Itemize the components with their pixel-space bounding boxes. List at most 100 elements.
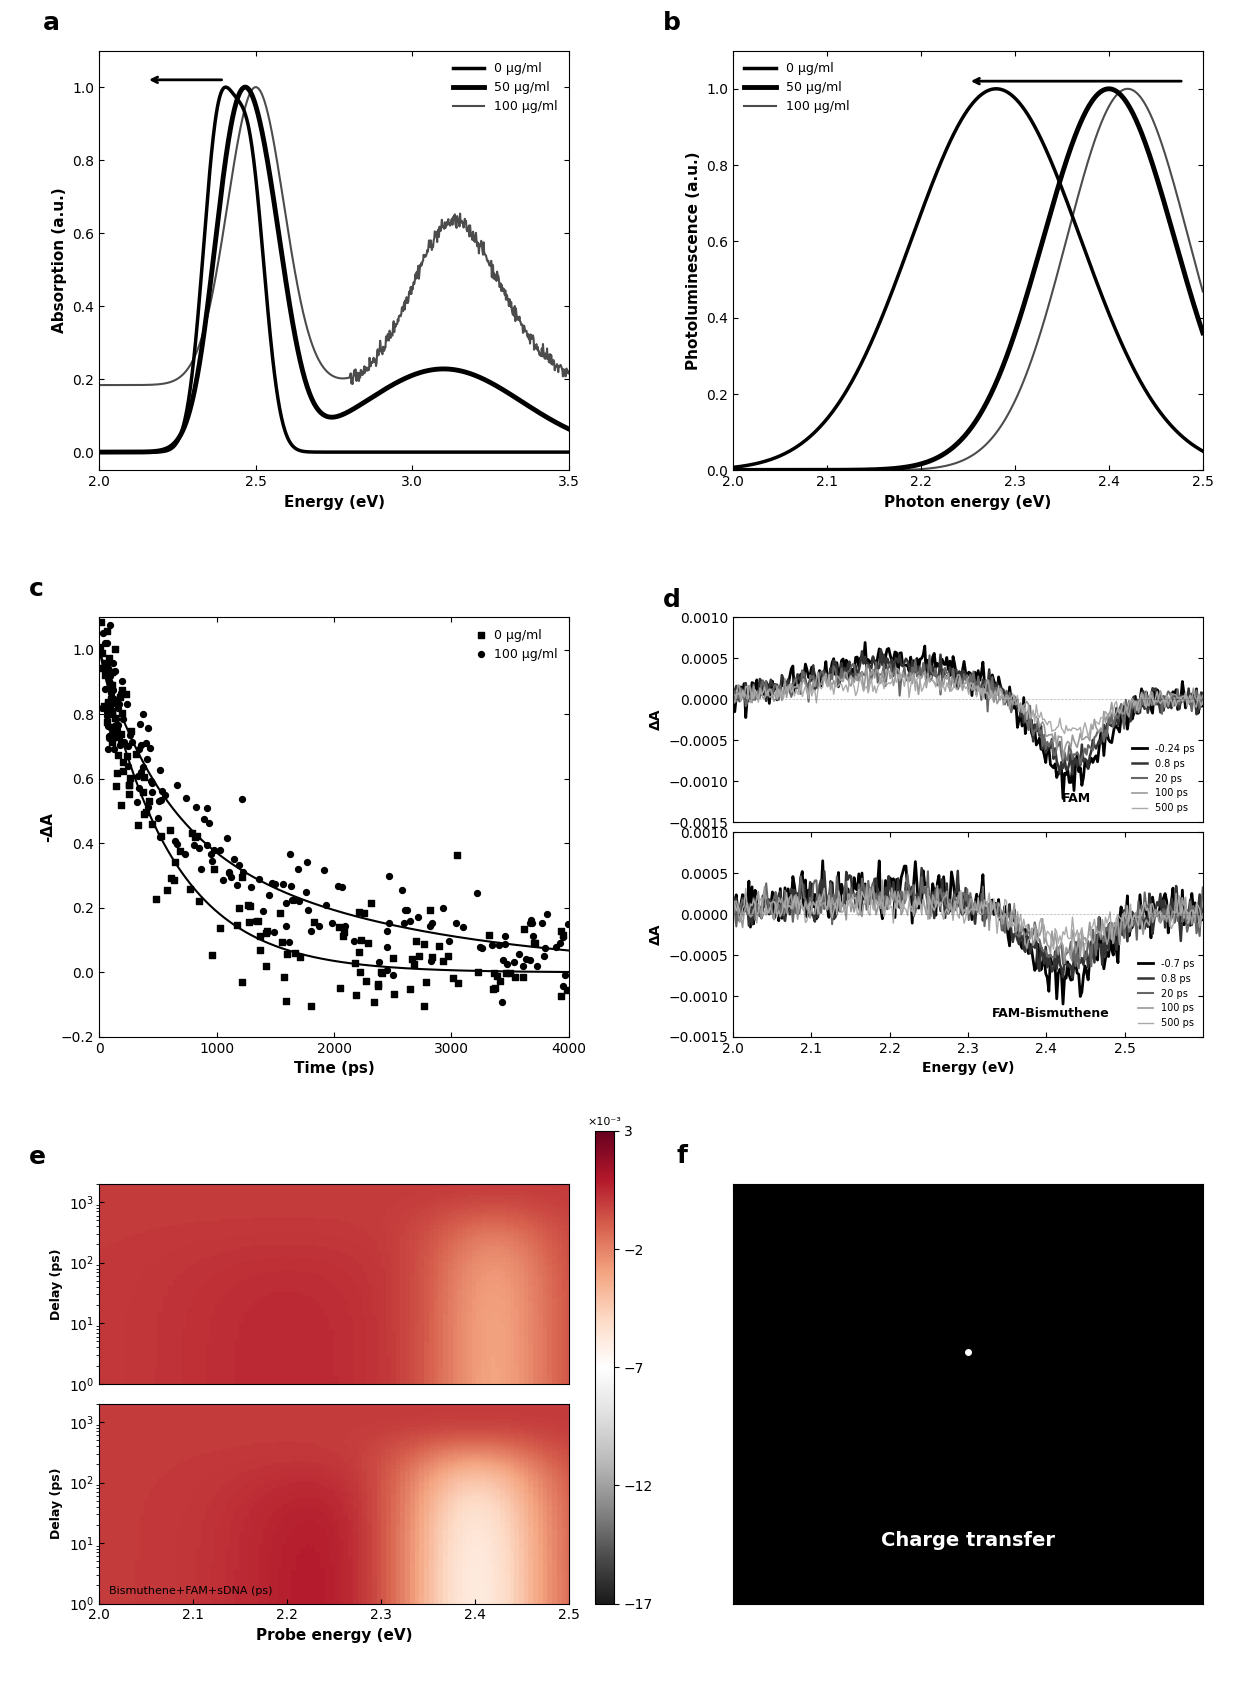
0 μg/ml [94,692,114,719]
-0.7 ps [728,891,743,912]
Y-axis label: -ΔA: -ΔA [40,812,56,842]
100 μg/ml [301,917,321,944]
500 ps [1125,917,1140,937]
100 μg/ml [93,694,113,721]
100 μg/ml [522,910,542,937]
-0.24 ps [1055,788,1070,809]
20 ps [1014,702,1029,722]
0 μg/ml [107,760,126,787]
100 μg/ml [110,680,130,707]
100 μg/ml [490,932,510,959]
0 μg/ml [92,608,112,635]
500 ps [822,663,837,684]
Line: 0 μg/ml: 0 μg/ml [733,89,1203,468]
0 μg/ml [228,895,248,922]
Legend: 0 μg/ml, 100 μg/ml: 0 μg/ml, 100 μg/ml [472,623,563,665]
100 μg/ml [433,895,453,922]
0 μg/ml [414,930,434,957]
100 μg/ml [329,873,348,900]
Y-axis label: Absorption (a.u.): Absorption (a.u.) [52,187,67,333]
0 μg/ml [365,989,384,1016]
Text: a: a [43,10,60,35]
100 μg/ml [232,785,252,812]
20 ps [1073,755,1087,775]
100 μg/ml [492,989,512,1016]
100 μg/ml [176,785,196,812]
-0.24 ps [1195,695,1210,716]
100 μg/ml [377,917,397,944]
100 μg/ml [309,913,329,940]
500 ps [1006,684,1021,704]
0 μg/ml [102,672,122,699]
100 ps [1055,749,1070,770]
0 μg/ml [129,812,149,839]
100 μg/ml [102,675,122,702]
50 μg/ml [725,461,740,481]
100 μg/ml [109,733,129,760]
100 μg/ml [98,712,118,739]
100 μg/ml [423,910,443,937]
Line: -0.7 ps: -0.7 ps [733,861,1203,1004]
-0.24 ps [1014,716,1029,736]
100 μg/ml [103,719,123,746]
0 μg/ml [151,822,171,849]
0 μg/ml [227,912,247,939]
100 μg/ml [472,935,492,962]
100 μg/ml [274,871,294,898]
0 μg/ml [98,657,118,684]
Legend: -0.7 ps, 0.8 ps, 20 ps, 100 ps, 500 ps: -0.7 ps, 0.8 ps, 20 ps, 100 ps, 500 ps [1135,955,1198,1031]
100 μg/ml [495,930,515,957]
100 μg/ml [394,910,414,937]
0 μg/ml [361,890,381,917]
100 μg/ml [153,778,172,805]
100 μg/ml [497,950,517,977]
0.8 ps [725,893,740,913]
100 μg/ml [130,711,150,738]
20 ps [728,680,743,701]
100 μg/ml [100,611,120,638]
500 ps [1007,690,1022,711]
500 ps [728,692,743,712]
0 μg/ml [285,940,305,967]
-0.7 ps [1006,910,1021,930]
0 μg/ml [102,658,122,685]
100 μg/ml [99,724,119,751]
100 μg/ml [175,841,195,868]
100 μg/ml [205,837,224,864]
0 μg/ml [557,976,577,1003]
Line: -0.24 ps: -0.24 ps [733,643,1203,798]
0 μg/ml [98,689,118,716]
50 μg/ml [497,380,512,400]
100 μg/ml [186,793,206,820]
50 μg/ml [377,380,392,400]
0.8 ps [1006,932,1021,952]
Y-axis label: Delay (ps): Delay (ps) [51,1469,63,1539]
0 μg/ml [164,866,184,893]
100 μg/ml [185,832,205,859]
X-axis label: Energy (eV): Energy (eV) [284,495,384,510]
0 μg/ml [187,822,207,849]
0 μg/ml [407,927,427,954]
0 μg/ml [409,942,429,969]
100 μg/ml [280,841,300,868]
100 μg/ml [368,949,388,976]
100 ps [859,655,874,675]
Line: 50 μg/ml: 50 μg/ml [99,88,569,452]
20 ps [1125,912,1140,932]
0 μg/ml [126,739,146,766]
100 μg/ml [513,954,533,981]
50 μg/ml [949,434,963,454]
0 μg/ml [120,717,140,744]
100 μg/ml [94,630,114,657]
100 μg/ml [135,729,155,756]
0 μg/ml [238,891,258,918]
0 μg/ml [108,741,128,768]
100 μg/ml [1120,79,1135,100]
Line: 100 μg/ml: 100 μg/ml [99,88,569,385]
0 μg/ml [113,677,133,704]
100 μg/ml [120,375,135,395]
100 μg/ml [191,856,211,883]
100 μg/ml [951,452,966,473]
0 μg/ml [241,893,260,920]
100 μg/ml [224,846,244,873]
